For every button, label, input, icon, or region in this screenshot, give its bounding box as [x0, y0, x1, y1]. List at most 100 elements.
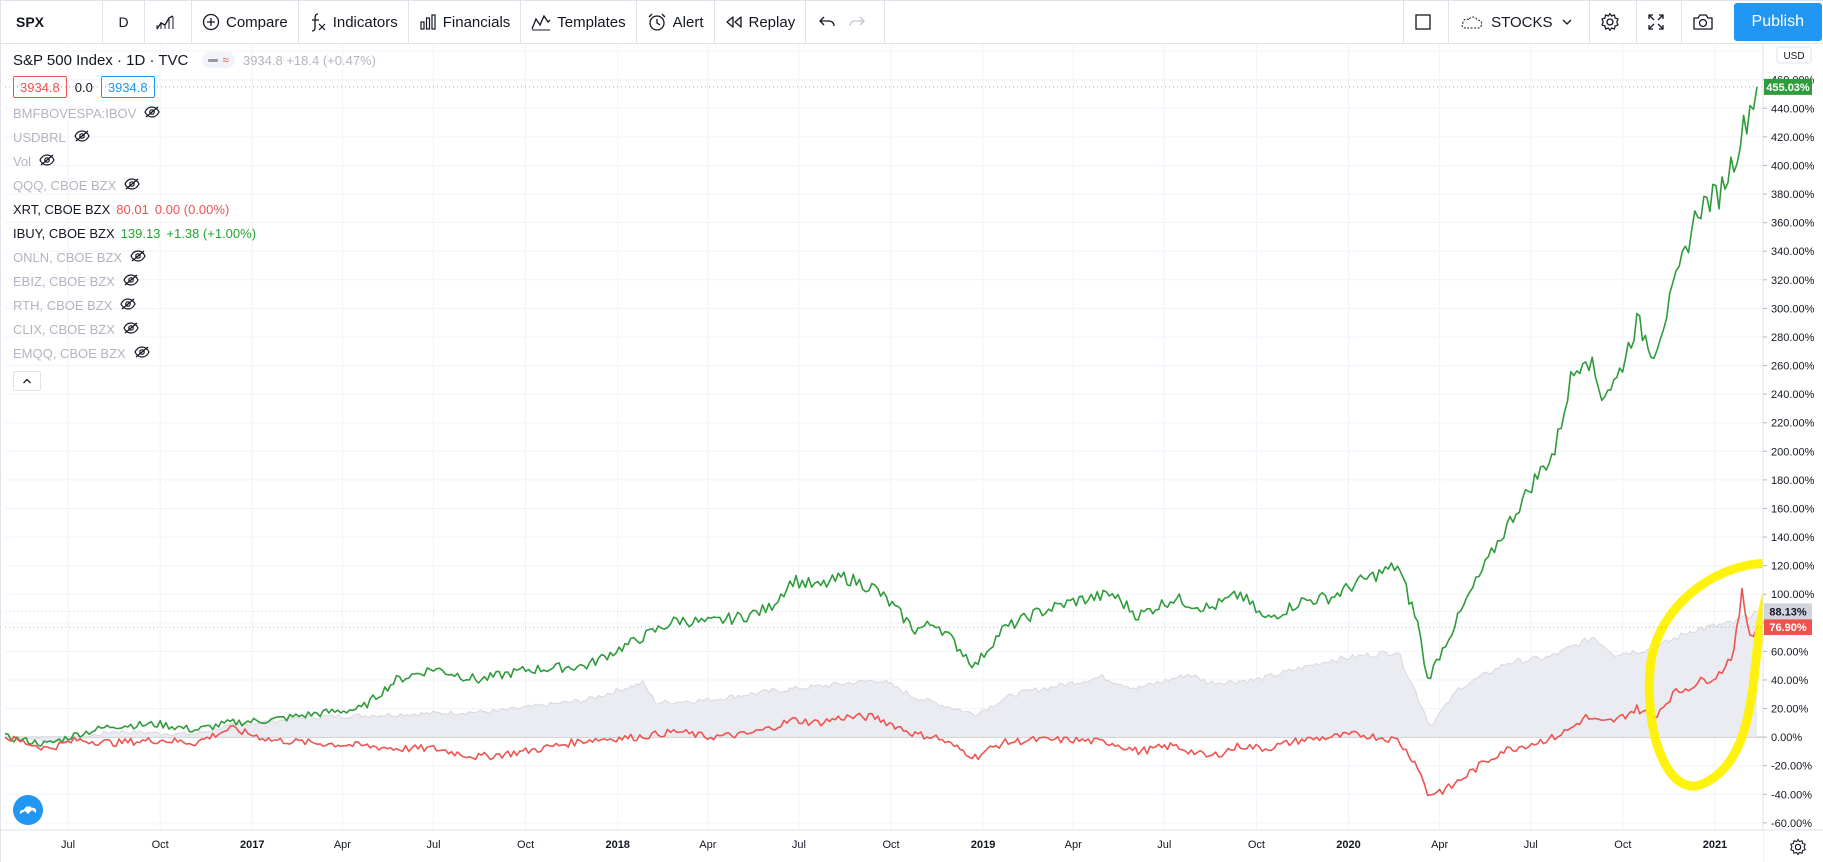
last-value-label: 455.03% [1766, 82, 1810, 94]
study-item[interactable]: Vol [13, 149, 376, 173]
spx-line [4, 610, 1758, 744]
x-tick-label: 2017 [240, 839, 264, 851]
eye-crossed-icon[interactable] [74, 129, 90, 145]
indicators-label: Indicators [332, 13, 398, 31]
series-style-badge[interactable]: ≈ [202, 52, 235, 68]
eye-crossed-icon[interactable] [134, 345, 150, 361]
x-tick-label: 2021 [1703, 839, 1727, 851]
symbol-search[interactable]: SPX [1, 0, 103, 44]
bid-value: 3934.8 [13, 76, 67, 98]
collapse-legend-button[interactable] [13, 371, 41, 391]
y-tick-label: 280.00% [1771, 332, 1815, 344]
study-label: XRT, CBOE BZX [13, 201, 111, 217]
eye-crossed-icon[interactable] [123, 321, 139, 337]
study-label: EBIZ, CBOE BZX [13, 273, 115, 289]
gear-icon [1600, 12, 1619, 32]
indicators-button[interactable]: Indicators [299, 0, 409, 44]
single-layout-icon [1415, 14, 1431, 30]
interval-button[interactable]: D [103, 0, 145, 44]
y-tick-label: 360.00% [1771, 218, 1815, 230]
x-tick-label: Oct [882, 839, 899, 851]
xrt-line [4, 587, 1758, 797]
last-value-box [1764, 78, 1812, 95]
fullscreen-button[interactable] [1637, 0, 1682, 44]
replay-button[interactable]: Replay [715, 0, 807, 44]
compare-button[interactable]: Compare [192, 0, 299, 44]
layout-button[interactable] [1403, 0, 1450, 44]
y-tick-label: 100.00% [1771, 589, 1815, 601]
redo-icon[interactable] [848, 14, 866, 30]
y-tick-label: 440.00% [1771, 103, 1815, 115]
financials-button[interactable]: Financials [409, 0, 522, 44]
chevron-down-icon [1562, 19, 1571, 25]
spread-value: 0.0 [74, 79, 93, 95]
y-tick-label: 240.00% [1771, 389, 1815, 401]
study-item[interactable]: XRT, CBOE BZX 80.01 0.00 (0.00%) [13, 197, 376, 221]
undo-icon[interactable] [818, 14, 836, 30]
currency-box [1776, 46, 1812, 64]
chart-canvas[interactable]: -60.00% -40.00% -20.00% 0.00% 20.00% 40.00% 60… [1, 44, 1823, 862]
x-tick-label: 2019 [971, 839, 995, 851]
market-selector[interactable]: STOCKS [1449, 0, 1590, 44]
y-tick-label: -40.00% [1771, 789, 1812, 801]
study-label: Vol [13, 153, 32, 169]
main-series-legend[interactable]: S&P 500 Index · 1D · TVC ≈ 3934.8 +18.4 … [13, 51, 376, 69]
snapshot-button[interactable] [1682, 1, 1730, 44]
study-label: USDBRL [13, 129, 66, 145]
study-list: BMFBOVESPA:IBOV USDBRL Vol QQQ, CBOE BZX XRT… [13, 101, 376, 365]
chart-style-button[interactable] [145, 0, 192, 44]
templates-label: Templates [557, 13, 626, 31]
chevron-up-icon [23, 378, 31, 384]
study-item[interactable]: RTH, CBOE BZX [13, 293, 376, 317]
last-value-box [1764, 603, 1812, 620]
study-item[interactable]: EBIZ, CBOE BZX [13, 269, 376, 293]
y-tick-label: 0.00% [1771, 732, 1802, 744]
y-tick-label: -60.00% [1771, 818, 1812, 830]
y-tick-label: 200.00% [1771, 446, 1815, 458]
eye-crossed-icon[interactable] [39, 153, 55, 169]
eye-crossed-icon[interactable] [120, 297, 137, 313]
x-tick-label: Oct [1614, 839, 1631, 851]
study-item[interactable]: ONLN, CBOE BZX [13, 245, 376, 269]
market-label: STOCKS [1491, 13, 1553, 31]
study-item[interactable]: IBUY, CBOE BZX 139.13 +1.38 (+1.00%) [13, 221, 376, 245]
eye-crossed-icon[interactable] [124, 177, 140, 193]
study-item[interactable]: CLIX, CBOE BZX [13, 317, 376, 341]
chart-area[interactable]: -60.00% -40.00% -20.00% 0.00% 20.00% 40.00% 60… [1, 44, 1823, 862]
x-tick-label: Jul [792, 839, 806, 851]
study-item[interactable]: USDBRL [13, 125, 376, 149]
y-tick-label: 60.00% [1771, 646, 1809, 658]
study-value: 80.01 [116, 201, 149, 217]
spx-area [5, 611, 1757, 743]
y-tick-label: 300.00% [1771, 303, 1815, 315]
y-tick-label: 340.00% [1771, 246, 1815, 258]
last-value-label: 76.90% [1769, 622, 1807, 634]
publish-button[interactable]: Publish [1733, 3, 1822, 41]
ibuy-line [4, 86, 1758, 747]
templates-button[interactable]: Templates [521, 0, 637, 44]
study-item[interactable]: QQQ, CBOE BZX [13, 173, 376, 197]
y-tick-label: 420.00% [1771, 132, 1815, 144]
x-tick-label: Jul [1157, 839, 1171, 851]
eye-crossed-icon[interactable] [123, 273, 139, 289]
eye-crossed-icon[interactable] [144, 105, 160, 121]
financials-icon [420, 14, 436, 30]
undo-redo-group [806, 0, 886, 44]
y-tick-label: 320.00% [1771, 275, 1815, 287]
y-tick-label: 40.00% [1771, 675, 1809, 687]
chart-settings-icon[interactable] [1786, 835, 1810, 859]
tradingview-logo[interactable] [13, 795, 43, 825]
x-tick-label: Apr [334, 839, 351, 851]
alert-button[interactable]: Alert [637, 0, 715, 44]
settings-button[interactable] [1590, 0, 1637, 44]
plus-circle-icon [202, 13, 220, 31]
study-item[interactable]: BMFBOVESPA:IBOV [13, 101, 376, 125]
y-tick-label: 180.00% [1771, 475, 1815, 487]
compare-label: Compare [226, 13, 288, 31]
x-tick-label: Jul [1524, 839, 1538, 851]
eye-crossed-icon[interactable] [130, 249, 146, 265]
study-item[interactable]: EMQQ, CBOE BZX [13, 341, 376, 365]
highlight-circle-annotation [1644, 559, 1785, 791]
alarm-clock-icon [648, 13, 666, 31]
